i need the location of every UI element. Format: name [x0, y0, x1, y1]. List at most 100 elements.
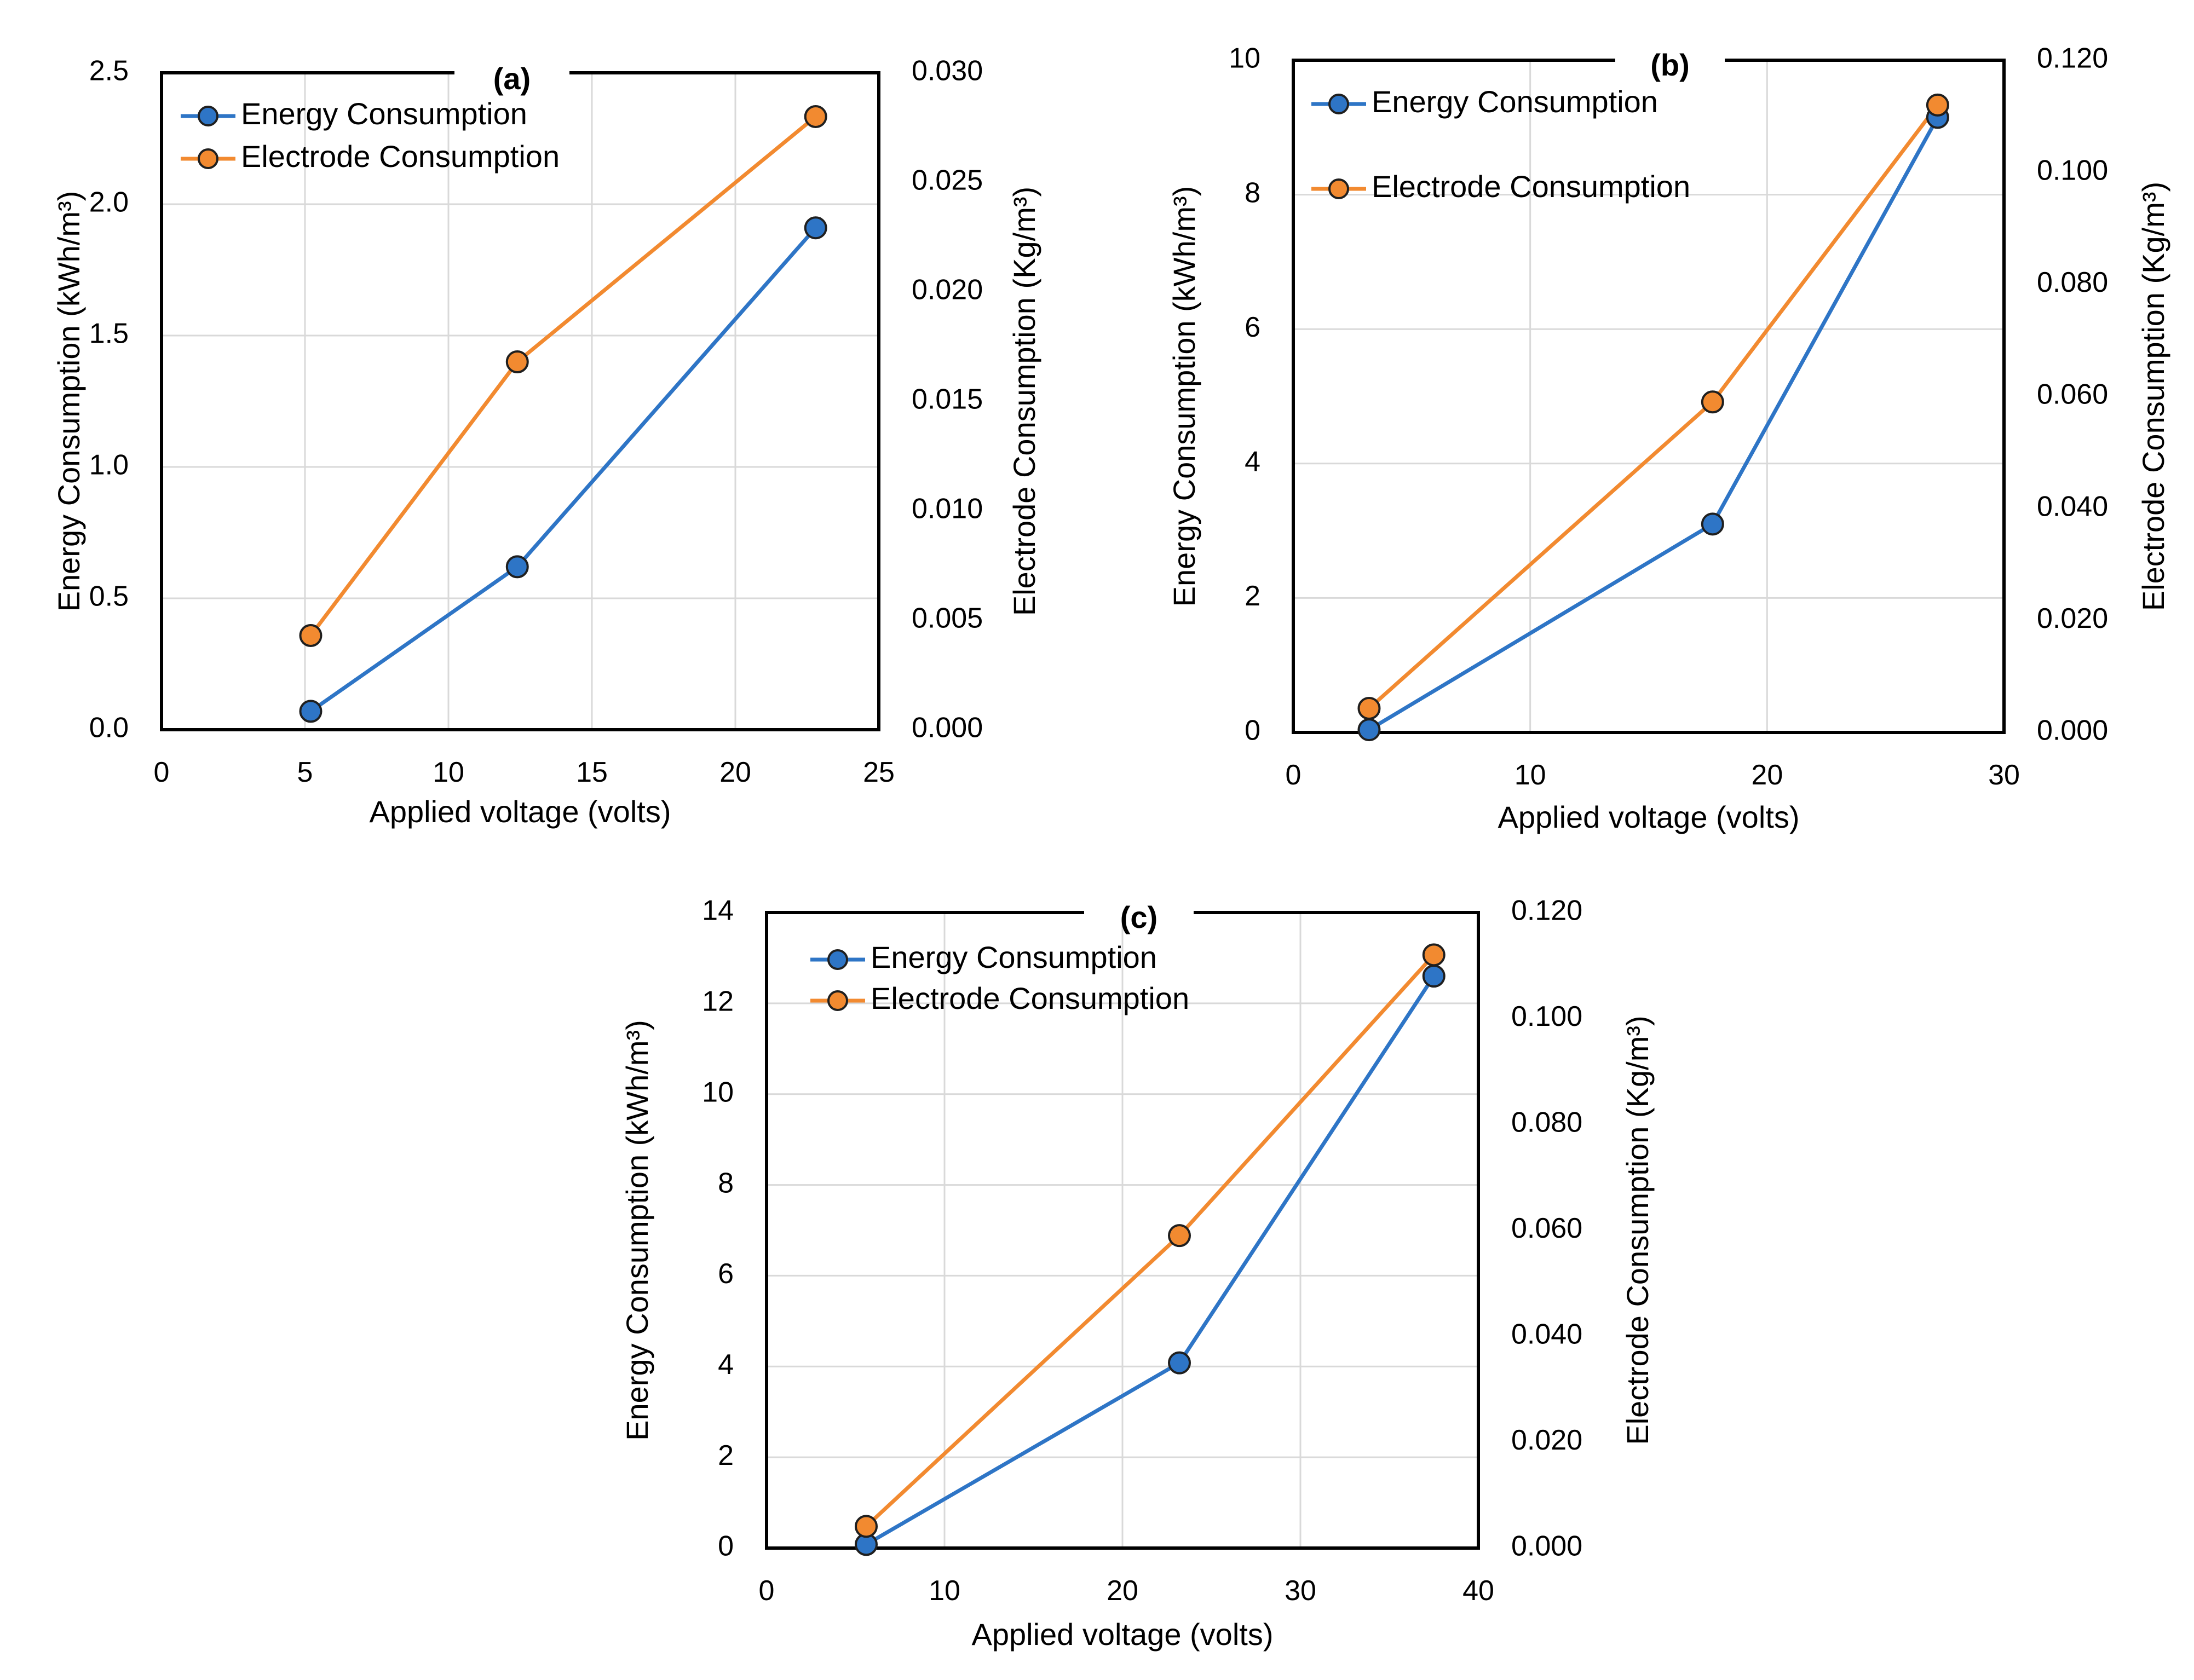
y-left-tick-label: 1.0 [89, 449, 129, 481]
x-tick-label: 20 [1107, 1575, 1138, 1607]
series-line-energy [309, 226, 817, 713]
y-left-tick-label: 0 [718, 1531, 734, 1562]
y-right-tick-label: 0.010 [912, 493, 983, 525]
y-right-axis-title: Electrode Consumption (Kg/m³) [1007, 187, 1041, 616]
y-left-tick-label: 8 [718, 1167, 734, 1199]
y-left-tick-label: 6 [718, 1258, 734, 1290]
y-right-tick-label: 0.015 [912, 384, 983, 415]
y-right-tick-label: 0.040 [1511, 1319, 1582, 1350]
y-right-tick-label: 0.080 [2037, 267, 2108, 298]
y-left-tick-label: 14 [702, 895, 734, 927]
data-point-electrode [804, 105, 827, 128]
y-left-axis-title: Energy Consumption (kWh/m³) [1167, 186, 1201, 607]
y-left-tick-label: 0.5 [89, 581, 129, 613]
y-left-tick-label: 0.0 [89, 712, 129, 744]
y-left-tick-label: 12 [702, 986, 734, 1018]
y-right-tick-label: 0.020 [912, 274, 983, 306]
x-tick-label: 10 [929, 1575, 960, 1607]
y-left-tick-label: 10 [702, 1076, 734, 1108]
legend-swatch-marker [198, 148, 218, 169]
data-point-electrode [1422, 943, 1446, 967]
x-tick-label: 0 [1286, 759, 1302, 791]
panel-title: (b) [1650, 48, 1690, 82]
y-right-tick-label: 0.000 [2037, 715, 2108, 747]
y-left-tick-label: 6 [1245, 311, 1260, 343]
title-gap [454, 68, 569, 77]
legend-label: Energy Consumption [1372, 84, 1658, 119]
y-left-tick-label: 4 [1245, 446, 1260, 478]
chart-panel-b: (b) 0 10 20 30 0 2 4 6 8 10 0.000 0.020 0.040 0.060 0.0… [1167, 43, 2170, 834]
x-tick-label: 25 [863, 757, 895, 788]
x-tick-label: 20 [719, 757, 751, 788]
data-point-electrode [1168, 1224, 1191, 1248]
y-right-tick-label: 0.000 [912, 712, 983, 744]
x-axis-title: Applied voltage (volts) [972, 1617, 1274, 1652]
y-left-tick-label: 10 [1229, 43, 1260, 74]
data-point-electrode [1926, 93, 1949, 117]
legend-swatch-marker [827, 990, 848, 1011]
panel-title: (c) [1120, 900, 1158, 934]
y-left-tick-label: 8 [1245, 177, 1260, 209]
series-line-electrode [865, 954, 1436, 1528]
y-left-tick-label: 2 [1245, 580, 1260, 612]
panel-title: (a) [493, 61, 531, 96]
x-tick-label: 15 [576, 757, 608, 788]
y-left-tick-label: 1.5 [89, 318, 129, 350]
legend-swatch-marker [827, 949, 848, 970]
legend-swatch-marker [1328, 94, 1349, 114]
data-point-energy [1168, 1351, 1191, 1375]
legend-label: Energy Consumption [871, 940, 1157, 974]
x-tick-label: 10 [433, 757, 464, 788]
x-tick-label: 0 [759, 1575, 775, 1607]
x-axis-title: Applied voltage (volts) [370, 794, 671, 829]
legend-label: Electrode Consumption [871, 981, 1189, 1015]
x-axis-title: Applied voltage (volts) [1498, 800, 1800, 834]
x-tick-label: 0 [154, 757, 170, 788]
title-gap [1084, 908, 1194, 917]
data-point-energy [1422, 965, 1446, 988]
y-right-axis-title: Electrode Consumption (Kg/m³) [2136, 182, 2170, 611]
data-point-electrode [299, 624, 323, 647]
y-left-tick-label: 0 [1245, 715, 1260, 747]
y-right-tick-label: 0.000 [1511, 1531, 1582, 1562]
data-point-energy [505, 555, 529, 579]
legend-swatch-marker [1328, 178, 1349, 199]
x-tick-label: 30 [1988, 759, 2020, 791]
data-point-energy [1701, 512, 1724, 536]
y-left-tick-label: 2.0 [89, 187, 129, 218]
series-line-energy [1368, 116, 1939, 732]
title-gap [1615, 56, 1725, 65]
x-tick-label: 5 [297, 757, 313, 788]
data-point-electrode [505, 350, 529, 373]
data-point-energy [1357, 718, 1381, 742]
chart-panel-c: (c) 0 10 20 30 40 0 2 4 6 8 10 12 14 0.000 0.020 0.040 0.… [620, 895, 1655, 1652]
y-right-axis-title: Electrode Consumption (Kg/m³) [1620, 1015, 1655, 1445]
y-right-tick-label: 0.060 [1511, 1213, 1582, 1244]
x-tick-label: 30 [1285, 1575, 1316, 1607]
y-left-tick-label: 2.5 [89, 55, 129, 87]
x-tick-label: 10 [1515, 759, 1546, 791]
y-right-tick-label: 0.120 [1511, 895, 1582, 927]
chart-panel-a: (a) 0 5 10 15 20 25 0.0 0.5 1.0 1.5 2.0 2.5 0.000 0.00… [51, 55, 1041, 829]
y-right-tick-label: 0.100 [1511, 1001, 1582, 1032]
y-right-tick-label: 0.020 [2037, 603, 2108, 634]
legend-label: Electrode Consumption [241, 139, 560, 174]
data-point-electrode [855, 1515, 878, 1538]
legend-swatch-marker [198, 106, 218, 126]
data-point-electrode [1701, 390, 1724, 414]
y-right-tick-label: 0.020 [1511, 1424, 1582, 1456]
y-right-tick-label: 0.060 [2037, 379, 2108, 411]
y-right-tick-label: 0.100 [2037, 154, 2108, 186]
series-line-electrode [309, 115, 817, 637]
legend-label: Energy Consumption [241, 96, 527, 131]
y-right-tick-label: 0.040 [2037, 490, 2108, 522]
y-left-axis-title: Energy Consumption (kWh/m³) [620, 1020, 654, 1441]
x-tick-label: 20 [1751, 759, 1783, 791]
data-point-electrode [1357, 696, 1381, 720]
y-left-tick-label: 4 [718, 1349, 734, 1381]
y-left-axis-title: Energy Consumption (kWh/m³) [51, 191, 86, 612]
data-point-energy [804, 216, 827, 240]
x-tick-label: 40 [1462, 1575, 1494, 1607]
y-right-tick-label: 0.005 [912, 603, 983, 634]
